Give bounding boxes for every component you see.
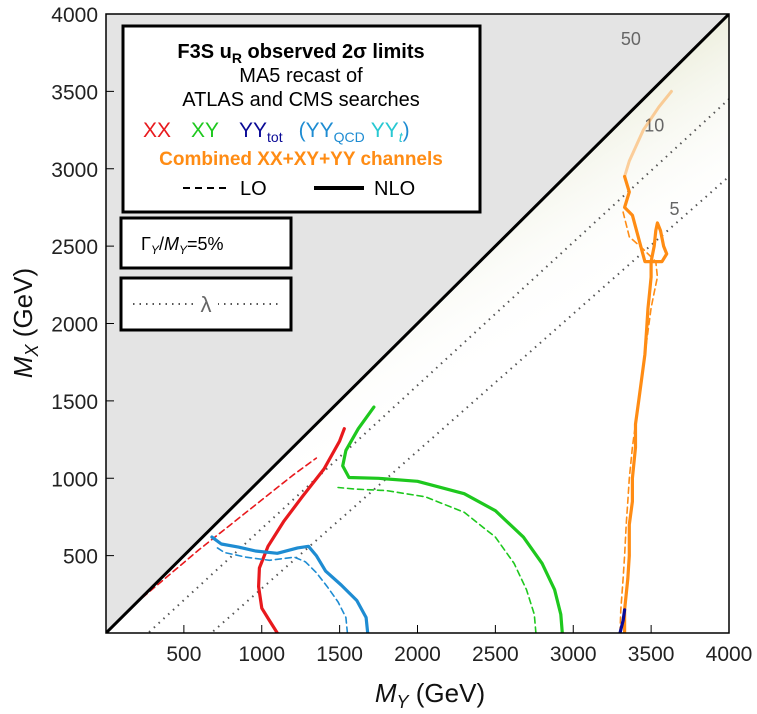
lambda-contour-label: 50 <box>621 29 641 49</box>
x-tick-label: 1500 <box>316 643 363 666</box>
width-box-frame <box>119 216 293 270</box>
y-tick-label: 1000 <box>51 468 98 491</box>
lambda-contour-10 <box>146 98 729 633</box>
x-tick-label: 1000 <box>238 643 285 666</box>
series-yy-qcd-lo <box>214 545 349 633</box>
legend-title: F3S uR observed 2σ limits <box>177 41 424 66</box>
x-axis-label: MY (GeV) <box>375 678 485 712</box>
y-axis-label: MX (GeV) <box>8 268 42 378</box>
lambda-contour-label: 5 <box>669 199 679 219</box>
series-xy-nlo <box>341 405 564 633</box>
lambda-box-frame <box>119 276 293 332</box>
y-tick-label: 2000 <box>51 314 98 337</box>
y-tick-label: 2500 <box>51 236 98 259</box>
series-layer <box>113 89 673 633</box>
lambda-box-label: λ <box>201 292 212 317</box>
y-tick-label: 1500 <box>51 391 98 414</box>
x-tick-label: 3000 <box>550 643 597 666</box>
y-tick-label: 500 <box>63 546 98 569</box>
legend-line3: ATLAS and CMS searches <box>182 89 420 111</box>
lambda-box: λ <box>119 276 293 332</box>
lambda-box-label-bg <box>194 291 218 317</box>
axis-ticks: 500 1000 1500 2000 2500 3000 3500 4000 500 1000 15… <box>51 4 752 666</box>
legend-box <box>121 24 482 214</box>
y-tick-label: 3000 <box>51 159 98 182</box>
legend-nlo-label: NLO <box>374 178 415 200</box>
diagonal-boundary <box>106 14 729 633</box>
series-yy-qcd-nlo <box>210 535 370 633</box>
series-combined-nlo-faint <box>623 89 673 178</box>
y-tick-label: 3500 <box>51 81 98 104</box>
legend: F3S uR observed 2σ limits MA5 recast of … <box>121 24 482 214</box>
x-tick-label: 500 <box>166 643 201 666</box>
x-tick-label: 2000 <box>394 643 441 666</box>
series-xy-lo <box>337 486 537 633</box>
series-combined-lo <box>619 211 659 633</box>
width-box-label: ΓY/MY=5% <box>141 234 224 257</box>
legend-lo-label: LO <box>240 178 267 200</box>
x-tick-label: 4000 <box>706 643 753 666</box>
legend-channels: XX XY YYtot (YYQCD YYt) <box>143 119 410 145</box>
series-yy-tot-nlo <box>618 608 627 633</box>
lambda-contours: 50 10 5 <box>106 14 729 633</box>
x-tick-label: 3500 <box>628 643 675 666</box>
lambda-contour-label: 10 <box>644 116 664 136</box>
series-xx-nlo <box>257 427 346 633</box>
legend-combined: Combined XX+XY+YY channels <box>159 149 443 170</box>
y-tick-label: 4000 <box>51 4 98 27</box>
x-tick-label: 2500 <box>472 643 519 666</box>
legend-line2: MA5 recast of <box>239 65 363 87</box>
width-box: ΓY/MY=5% <box>119 216 293 270</box>
